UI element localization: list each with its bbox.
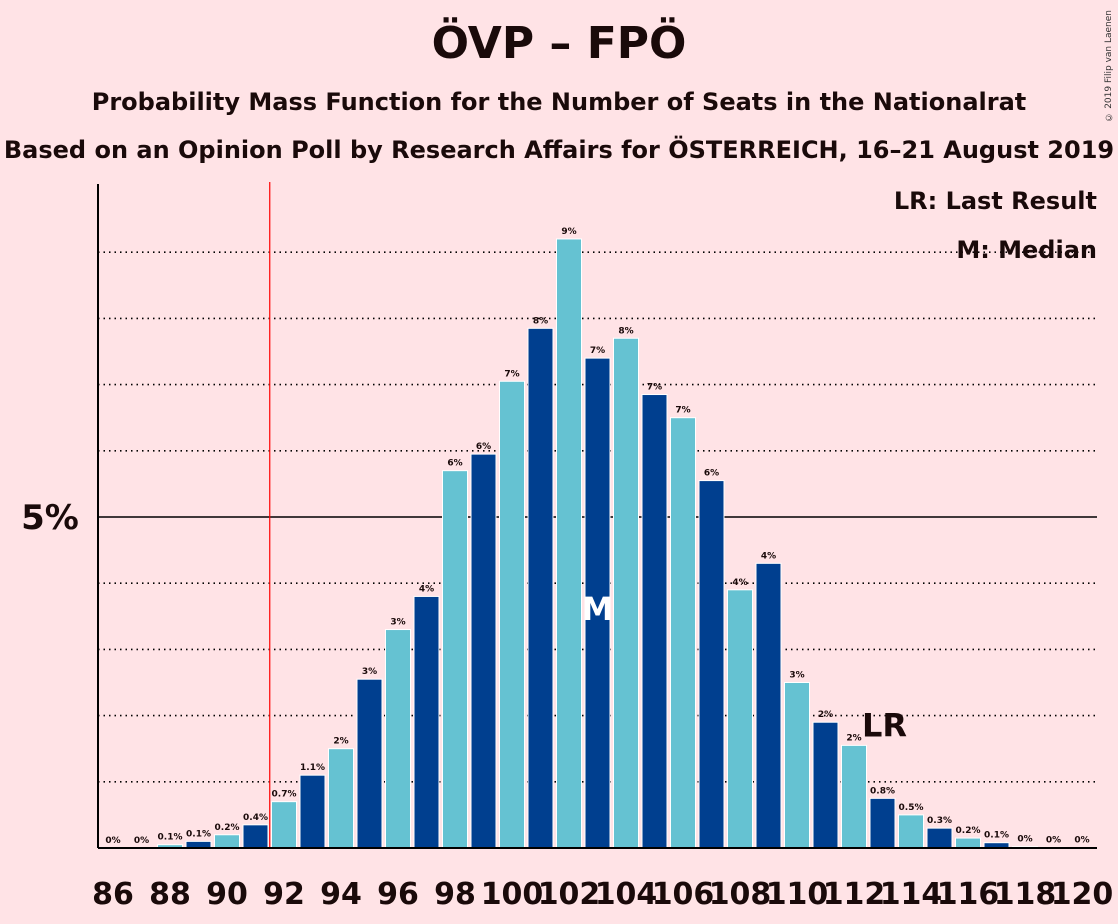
y-tick-label: 5% — [21, 498, 79, 538]
x-tick-114: 114 — [880, 877, 943, 912]
value-label-108: 4% — [732, 578, 747, 588]
x-tick-92: 92 — [263, 877, 305, 912]
x-tick-106: 106 — [652, 877, 715, 912]
gridlines: 5% — [21, 251, 1097, 783]
bar-105 — [641, 394, 668, 849]
bar-series — [157, 182, 1095, 849]
bar-110 — [784, 682, 810, 849]
value-label-109: 4% — [761, 551, 776, 561]
value-label-101: 8% — [533, 316, 548, 326]
x-tick-94: 94 — [320, 877, 362, 912]
value-label-115: 0.3% — [927, 816, 952, 826]
bar-102 — [556, 238, 582, 849]
value-label-105: 7% — [647, 383, 662, 393]
x-tick-108: 108 — [709, 877, 772, 912]
value-label-91: 0.4% — [243, 813, 268, 823]
bar-116 — [955, 837, 981, 849]
value-label-112: 2% — [846, 733, 861, 743]
value-label-94: 2% — [333, 737, 348, 747]
legend-median: M: Median — [956, 236, 1097, 264]
x-tick-116: 116 — [937, 877, 1000, 912]
value-label-119: 0% — [1046, 835, 1061, 845]
bar-94 — [328, 748, 354, 849]
bar-111 — [812, 721, 839, 849]
value-label-97: 4% — [419, 584, 434, 594]
bar-100 — [499, 380, 525, 849]
bar-115 — [926, 827, 953, 849]
legend-last-result: LR: Last Result — [894, 187, 1097, 215]
value-label-111: 2% — [818, 710, 833, 720]
bar-97 — [413, 595, 440, 849]
value-label-102: 9% — [561, 227, 576, 237]
value-label-118: 0% — [1017, 835, 1032, 845]
value-label-114: 0.5% — [899, 803, 924, 813]
x-tick-112: 112 — [823, 877, 886, 912]
value-label-120: 0% — [1074, 836, 1089, 846]
axes — [97, 184, 1097, 849]
bar-95 — [356, 678, 383, 849]
x-tick-118: 118 — [994, 877, 1057, 912]
value-label-110: 3% — [789, 671, 804, 681]
value-label-103: 7% — [590, 346, 605, 356]
bar-107 — [698, 480, 725, 849]
value-labels: 0% 0% 0.1% 0.1%0.2%0.4%0.7%1.1%2%3%3%4%6%6%… — [105, 227, 1089, 846]
value-label-106: 7% — [675, 406, 690, 416]
x-tick-labels: 86 88 90 92 94 96 98 10010210410610811011211411… — [92, 877, 1113, 912]
x-tick-102: 102 — [538, 877, 601, 912]
value-label-87: 0% — [134, 836, 149, 846]
bar-106 — [670, 417, 696, 849]
x-tick-98: 98 — [434, 877, 476, 912]
bar-108 — [727, 589, 753, 849]
value-label-96: 3% — [390, 618, 405, 628]
x-tick-110: 110 — [766, 877, 829, 912]
bar-98 — [442, 470, 468, 849]
value-label-104: 8% — [618, 326, 633, 336]
value-label-90: 0.2% — [215, 823, 240, 833]
x-tick-120: 120 — [1051, 877, 1114, 912]
chart-source-line: Based on an Opinion Poll by Research Aff… — [3, 136, 1115, 164]
value-label-113: 0.8% — [870, 786, 895, 796]
bar-109 — [755, 562, 782, 849]
bar-112 — [841, 744, 867, 849]
bar-90 — [214, 834, 240, 849]
bar-92 — [271, 801, 297, 849]
value-label-107: 6% — [704, 469, 719, 479]
median-marker: M — [582, 590, 614, 628]
x-tick-86: 86 — [92, 877, 134, 912]
value-label-86: 0% — [105, 836, 120, 846]
last-result-marker: LR — [862, 706, 907, 744]
bar-99 — [470, 453, 497, 849]
bar-104 — [613, 337, 639, 849]
chart-title: ÖVP – FPÖ — [431, 18, 687, 69]
bar-91 — [242, 824, 269, 849]
bar-114 — [898, 814, 924, 849]
value-label-99: 6% — [476, 442, 491, 452]
value-label-95: 3% — [362, 667, 377, 677]
value-label-89: 0.1% — [186, 829, 211, 839]
bar-103 — [584, 357, 611, 849]
value-label-93: 1.1% — [300, 763, 325, 773]
bar-93 — [299, 774, 326, 849]
bar-96 — [385, 629, 411, 849]
value-label-117: 0.1% — [984, 831, 1009, 841]
x-tick-96: 96 — [377, 877, 419, 912]
value-label-88: 0.1% — [158, 833, 183, 843]
value-label-100: 7% — [504, 369, 519, 379]
x-tick-88: 88 — [149, 877, 191, 912]
chart-subtitle: Probability Mass Function for the Number… — [91, 88, 1027, 116]
value-label-98: 6% — [447, 459, 462, 469]
value-label-92: 0.7% — [272, 790, 297, 800]
x-tick-100: 100 — [481, 877, 544, 912]
bar-113 — [869, 797, 896, 849]
value-label-116: 0.2% — [956, 826, 981, 836]
x-tick-90: 90 — [206, 877, 248, 912]
bar-101 — [527, 327, 554, 849]
x-tick-104: 104 — [595, 877, 658, 912]
